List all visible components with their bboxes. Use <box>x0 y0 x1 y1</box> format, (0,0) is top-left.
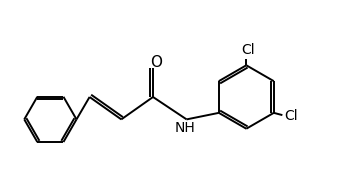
Text: NH: NH <box>175 121 195 135</box>
Text: Cl: Cl <box>284 109 298 123</box>
Text: O: O <box>150 55 162 70</box>
Text: Cl: Cl <box>241 43 255 57</box>
